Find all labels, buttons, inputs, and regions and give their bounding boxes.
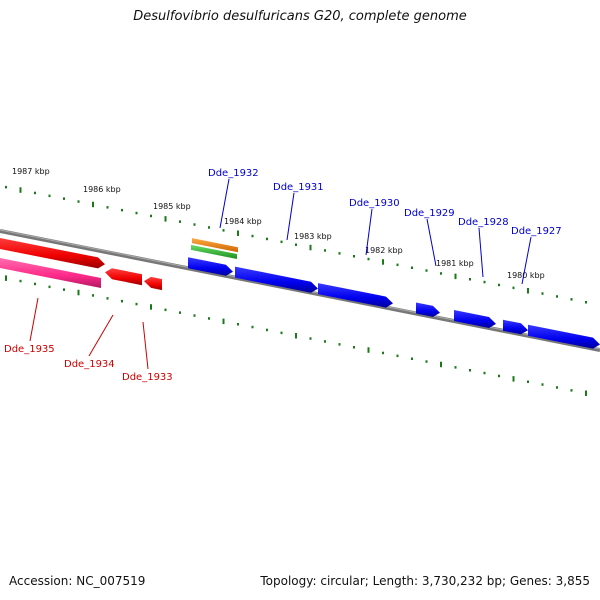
gene-arrow-dde_1930 xyxy=(318,283,393,308)
gene-arrow-dde_1928 xyxy=(454,310,496,328)
leader-line xyxy=(521,236,532,285)
rna-feature-green xyxy=(191,244,237,259)
gene-label: Dde_1934 xyxy=(64,359,115,370)
ruler-label: 1981 kbp xyxy=(436,259,474,268)
map-title: Desulfovibrio desulfuricans G20, complet… xyxy=(133,9,467,24)
leader-line xyxy=(88,314,114,357)
gene-arrow-dde_1933 xyxy=(144,276,162,291)
gene-label: Dde_1932 xyxy=(208,168,259,179)
leader-line xyxy=(142,321,149,370)
gene-label: Dde_1930 xyxy=(349,198,400,209)
gene-label: Dde_1927 xyxy=(511,226,562,237)
ruler-label: 1987 kbp xyxy=(12,167,50,176)
gene-label: Dde_1933 xyxy=(122,372,173,383)
leader-line xyxy=(426,218,437,267)
gene-arrow-dde_1931 xyxy=(235,266,318,293)
gene-arrow-reverse-edge xyxy=(0,237,105,269)
gene-arrow-dde_1927 xyxy=(503,319,528,335)
ruler-label: 1985 kbp xyxy=(153,202,191,211)
ruler-label: 1984 kbp xyxy=(224,217,262,226)
rna-feature-orange xyxy=(192,238,238,253)
gene-arrow-dde_1935 xyxy=(0,257,101,288)
leader-line xyxy=(478,227,484,278)
ruler-label: 1980 kbp xyxy=(507,271,545,280)
ruler-label: 1982 kbp xyxy=(365,246,403,255)
leader-line xyxy=(365,208,373,256)
gene-arrow-dde_1932 xyxy=(188,257,233,276)
ruler-label: 1983 kbp xyxy=(294,232,332,241)
gene-label: Dde_1929 xyxy=(404,208,455,219)
gene-label: Dde_1928 xyxy=(458,217,509,228)
genome-summary-text: Topology: circular; Length: 3,730,232 bp… xyxy=(260,574,590,588)
leader-line xyxy=(219,178,230,229)
ruler-ticks: 1987 kbp 1986 kbp 1985 kbp 1984 kbp 1983 kbp… xyxy=(5,167,587,396)
gene-arrow-dde_1934 xyxy=(105,268,142,286)
gene-arrow-dde_1929 xyxy=(416,302,440,317)
accession-text: Accession: NC_007519 xyxy=(9,574,146,588)
gene-features xyxy=(0,237,600,349)
gene-labels: Dde_1935 Dde_1934 Dde_1933 Dde_1932 Dde_1931… xyxy=(4,168,562,383)
ruler-label: 1986 kbp xyxy=(83,185,121,194)
leader-line xyxy=(29,297,39,342)
gene-arrow-edge xyxy=(528,324,600,349)
leader-line xyxy=(286,192,295,241)
gene-label: Dde_1935 xyxy=(4,344,55,355)
gene-label: Dde_1931 xyxy=(273,182,324,193)
